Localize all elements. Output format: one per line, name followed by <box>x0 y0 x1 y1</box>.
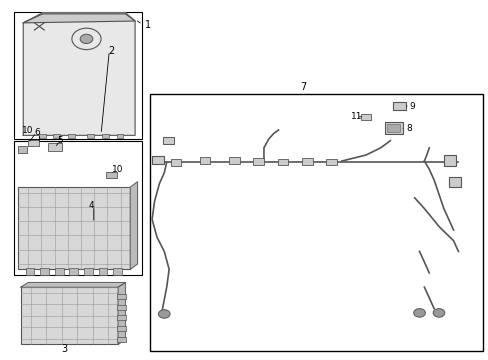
Bar <box>28 140 39 146</box>
Bar <box>200 157 210 164</box>
Bar <box>39 134 45 138</box>
Bar <box>149 94 482 351</box>
Bar <box>253 158 264 165</box>
Bar <box>14 12 142 139</box>
Circle shape <box>432 309 444 317</box>
Text: 10: 10 <box>112 165 123 174</box>
Bar <box>392 102 406 111</box>
Polygon shape <box>23 14 135 135</box>
Bar <box>14 141 142 275</box>
Bar <box>113 268 122 275</box>
Bar <box>21 287 118 344</box>
Bar <box>163 137 174 144</box>
Text: 2: 2 <box>108 46 114 56</box>
Bar <box>117 326 125 331</box>
Polygon shape <box>130 182 137 269</box>
Bar <box>53 134 60 138</box>
Bar <box>325 158 336 165</box>
Text: 9: 9 <box>409 102 415 111</box>
Text: 7: 7 <box>299 82 305 92</box>
Bar <box>87 134 94 138</box>
Bar <box>84 268 93 275</box>
Bar <box>106 172 116 178</box>
Bar <box>301 158 312 165</box>
Bar <box>117 305 125 310</box>
Bar <box>117 337 125 342</box>
Bar <box>277 158 287 165</box>
Bar <box>117 294 125 299</box>
Bar <box>384 122 402 134</box>
Bar <box>152 156 164 164</box>
Polygon shape <box>118 283 125 344</box>
Bar <box>68 134 75 138</box>
Bar <box>170 159 181 166</box>
Bar <box>102 134 109 138</box>
Bar <box>26 268 34 275</box>
Text: 6: 6 <box>34 128 40 137</box>
Text: 5: 5 <box>57 136 63 145</box>
Polygon shape <box>21 283 125 287</box>
Bar <box>19 187 130 269</box>
Bar <box>228 157 239 164</box>
Bar <box>443 155 455 166</box>
Circle shape <box>413 309 425 317</box>
Bar <box>47 143 62 152</box>
Bar <box>117 315 125 320</box>
Text: 4: 4 <box>89 201 94 210</box>
Bar <box>55 268 63 275</box>
Bar <box>386 124 399 132</box>
Text: 3: 3 <box>61 343 67 354</box>
Text: 11: 11 <box>350 112 361 121</box>
Bar <box>116 134 123 138</box>
Text: 8: 8 <box>405 124 411 133</box>
Text: 1: 1 <box>144 19 151 30</box>
Bar <box>19 146 27 153</box>
Bar <box>361 113 370 120</box>
Circle shape <box>158 310 170 318</box>
Bar <box>448 177 460 187</box>
Bar <box>69 268 78 275</box>
Polygon shape <box>23 13 135 23</box>
Circle shape <box>80 34 93 44</box>
Bar <box>99 268 107 275</box>
Bar <box>40 268 49 275</box>
Text: 10: 10 <box>22 126 33 135</box>
